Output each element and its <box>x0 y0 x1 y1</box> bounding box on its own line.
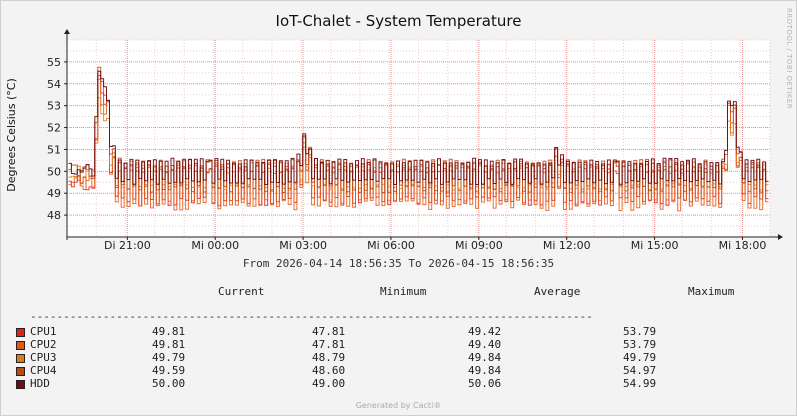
period-text: From 2026-04-14 18:56:35 To 2026-04-15 1… <box>242 257 555 270</box>
legend-minimum: 47.81 <box>312 325 346 338</box>
x-tick-label: Mi 03:00 <box>279 239 327 250</box>
x-tick-label: Mi 15:00 <box>631 239 679 250</box>
legend-average: 49.42 <box>468 325 502 338</box>
legend-swatch <box>16 354 25 363</box>
y-tick-labels: 48 49 50 51 52 53 54 55 <box>47 56 61 222</box>
legend-current: 49.81 <box>152 325 186 338</box>
legend-average: 49.84 <box>468 351 502 364</box>
y-tick-label: 50 <box>47 165 61 178</box>
legend-name: HDD <box>30 377 50 390</box>
legend-maximum: 54.99 <box>623 377 657 390</box>
legend-current: 49.79 <box>152 351 186 364</box>
legend-header-average: Average <box>534 285 581 298</box>
legend-current: 49.81 <box>152 338 186 351</box>
x-tick-label: Mi 12:00 <box>543 239 591 250</box>
legend-name: CPU2 <box>30 338 57 351</box>
legend-maximum: 49.79 <box>623 351 657 364</box>
rrdtool-credit: RRDTOOL / TOBI OETIKER <box>785 8 793 110</box>
x-tick-label: Mi 09:00 <box>455 239 503 250</box>
x-tick-label: Mi 00:00 <box>191 239 239 250</box>
legend-header-current: Current <box>218 285 265 298</box>
legend-swatch <box>16 328 25 337</box>
legend-name: CPU3 <box>30 351 57 364</box>
legend-average: 50.06 <box>468 377 502 390</box>
y-tick-label: 49 <box>47 187 61 200</box>
legend-swatch <box>16 380 25 389</box>
y-axis-label: Degrees Celsius (°C) <box>5 78 18 192</box>
legend-minimum: 48.79 <box>312 351 346 364</box>
legend-maximum: 53.79 <box>623 325 657 338</box>
axes <box>64 29 783 240</box>
y-tick-label: 48 <box>47 209 61 222</box>
x-tick-label: Mi 18:00 <box>719 239 767 250</box>
x-tick-labels: Di 21:00 Mi 00:00 Mi 03:00 Mi 06:00 Mi 09:00… <box>104 239 766 250</box>
y-tick-label: 54 <box>47 78 61 91</box>
legend-swatch <box>16 341 25 350</box>
y-tick-label: 55 <box>47 56 61 69</box>
legend-name: CPU1 <box>30 325 57 338</box>
legend-header-maximum: Maximum <box>688 285 735 298</box>
y-axis-arrow <box>64 29 70 34</box>
footer-generated-by: Generated by Cacti® <box>355 401 442 410</box>
x-axis-arrow <box>778 234 783 240</box>
legend-average: 49.84 <box>468 364 502 377</box>
legend-header-minimum: Minimum <box>380 285 427 298</box>
legend-maximum: 53.79 <box>623 338 657 351</box>
y-tick-label: 51 <box>47 143 61 156</box>
series-lines <box>68 66 769 212</box>
series-line-hdd <box>68 70 769 185</box>
legend-current: 50.00 <box>152 377 186 390</box>
legend-minimum: 48.60 <box>312 364 346 377</box>
y-tick-label: 53 <box>47 100 61 113</box>
legend-minimum: 49.00 <box>312 377 346 390</box>
legend-average: 49.40 <box>468 338 502 351</box>
plot-svg: Degrees Celsius (°C) 48 49 50 51 52 53 54 55 Di… <box>5 29 783 250</box>
legend-minimum: 47.81 <box>312 338 346 351</box>
chart-title: IoT-Chalet - System Temperature <box>275 12 522 30</box>
legend-maximum: 54.97 <box>623 364 657 377</box>
legend-name: CPU4 <box>30 364 57 377</box>
y-tick-label: 52 <box>47 122 61 135</box>
legend-rule: ----------------------------------------… <box>30 310 593 323</box>
x-tick-label: Di 21:00 <box>104 239 151 250</box>
legend-swatch <box>16 367 25 376</box>
legend-current: 49.59 <box>152 364 186 377</box>
x-tick-label: Mi 06:00 <box>367 239 415 250</box>
